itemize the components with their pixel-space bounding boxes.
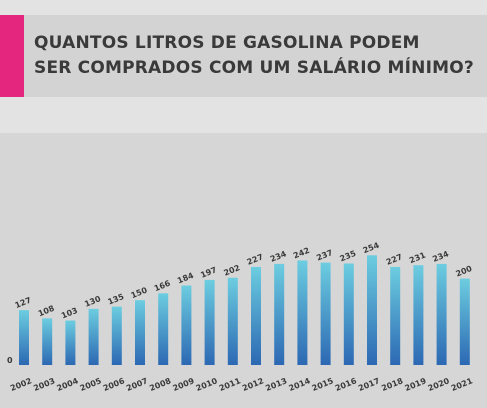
x-tick-2007: 2007	[125, 376, 149, 393]
bar-2003	[42, 318, 53, 365]
x-tick-labels-group: 2002 2003 2004 2005 2006 2007 2008 2009 2010 2011…	[9, 376, 474, 393]
value-label-2008: 166	[153, 279, 172, 294]
value-label-2016: 235	[338, 249, 357, 264]
value-label-2015: 237	[315, 248, 334, 263]
value-label-2007: 150	[130, 285, 149, 300]
bar-2012	[251, 266, 261, 365]
bar-2018	[390, 266, 401, 365]
bar-2010	[204, 279, 215, 365]
value-label-2004: 103	[60, 306, 79, 321]
value-label-2012: 227	[246, 252, 265, 267]
bar-2005	[88, 308, 99, 365]
bar-2009	[181, 285, 192, 365]
x-tick-2021: 2021	[450, 376, 474, 393]
x-tick-2014: 2014	[287, 376, 311, 393]
bar-2017	[367, 255, 377, 365]
value-label-2014: 242	[292, 246, 311, 261]
value-labels-group: 127 108 103 130 135 150 166 184 197 202 227 234 242 2…	[14, 240, 474, 320]
bar-2021	[459, 278, 470, 365]
bar-2011	[227, 277, 238, 365]
value-label-2020: 234	[431, 249, 450, 264]
title-line-2: SER COMPRADOS COM UM SALÁRIO MÍNIMO?	[34, 58, 474, 78]
chart-title: QUANTOS LITROS DE GASOLINA PODEM SER COM…	[34, 31, 474, 81]
bar-2007	[135, 300, 145, 365]
bar-2019	[413, 265, 424, 365]
value-label-2017: 254	[362, 240, 381, 255]
bar-2002	[19, 310, 29, 365]
x-tick-2010: 2010	[195, 376, 219, 393]
bar-2004	[65, 320, 76, 365]
x-tick-2019: 2019	[403, 376, 427, 393]
value-label-2005: 130	[83, 294, 102, 309]
x-tick-2017: 2017	[357, 376, 381, 393]
x-tick-2012: 2012	[241, 376, 265, 393]
x-tick-2018: 2018	[380, 376, 404, 393]
x-tick-2016: 2016	[334, 376, 358, 393]
bar-2014	[297, 260, 308, 365]
value-label-2003: 108	[37, 304, 56, 319]
chart-background	[0, 133, 487, 408]
x-tick-2011: 2011	[218, 376, 242, 393]
bar-2008	[158, 293, 169, 365]
value-label-2009: 184	[176, 271, 195, 286]
value-label-2011: 202	[222, 263, 241, 278]
x-tick-2004: 2004	[55, 376, 79, 393]
bar-2016	[343, 263, 354, 365]
value-label-2021: 200	[454, 264, 473, 279]
bar-chart: 127 108 103 130 135 150 166 184 197 202 227 234 242 2…	[7, 240, 474, 393]
accent-bar	[0, 15, 24, 97]
x-tick-2009: 2009	[171, 376, 195, 393]
value-label-2010: 197	[199, 265, 218, 280]
x-tick-2003: 2003	[32, 376, 56, 393]
x-tick-2006: 2006	[102, 376, 126, 393]
y-zero-label: 0	[7, 356, 13, 365]
x-tick-2002: 2002	[9, 376, 33, 393]
bars-group	[19, 255, 470, 365]
x-tick-2005: 2005	[79, 376, 103, 393]
bar-2006	[111, 306, 122, 365]
bar-2013	[274, 263, 285, 365]
value-label-2006: 135	[106, 292, 125, 307]
x-tick-2013: 2013	[264, 376, 288, 393]
x-tick-2015: 2015	[311, 376, 335, 393]
value-label-2018: 227	[385, 252, 404, 267]
bar-2020	[436, 263, 447, 365]
title-line-1: QUANTOS LITROS DE GASOLINA PODEM	[34, 33, 420, 53]
value-label-2002: 127	[14, 296, 33, 311]
x-tick-2020: 2020	[427, 376, 451, 393]
bar-2015	[320, 262, 331, 365]
x-tick-2008: 2008	[148, 376, 172, 393]
header-banner: QUANTOS LITROS DE GASOLINA PODEM SER COM…	[0, 15, 487, 97]
value-label-2019: 231	[408, 250, 427, 265]
value-label-2013: 234	[269, 249, 288, 264]
